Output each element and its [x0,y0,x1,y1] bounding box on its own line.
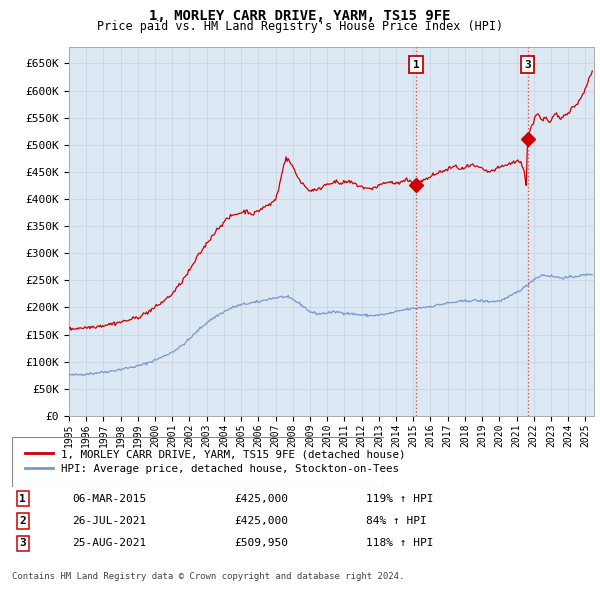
Text: £425,000: £425,000 [234,516,288,526]
Text: Price paid vs. HM Land Registry's House Price Index (HPI): Price paid vs. HM Land Registry's House … [97,20,503,33]
Text: 26-JUL-2021: 26-JUL-2021 [72,516,146,526]
Text: 06-MAR-2015: 06-MAR-2015 [72,494,146,503]
Text: Contains HM Land Registry data © Crown copyright and database right 2024.: Contains HM Land Registry data © Crown c… [12,572,404,581]
Text: 25-AUG-2021: 25-AUG-2021 [72,539,146,548]
Text: £509,950: £509,950 [234,539,288,548]
Legend: 1, MORLEY CARR DRIVE, YARM, TS15 9FE (detached house), HPI: Average price, detac: 1, MORLEY CARR DRIVE, YARM, TS15 9FE (de… [21,445,410,478]
Text: 118% ↑ HPI: 118% ↑ HPI [366,539,433,548]
Text: 84% ↑ HPI: 84% ↑ HPI [366,516,427,526]
Text: 1, MORLEY CARR DRIVE, YARM, TS15 9FE: 1, MORLEY CARR DRIVE, YARM, TS15 9FE [149,9,451,23]
Text: 2: 2 [19,516,26,526]
Text: 1: 1 [19,494,26,503]
Text: 119% ↑ HPI: 119% ↑ HPI [366,494,433,503]
Text: 3: 3 [524,60,531,70]
Text: £425,000: £425,000 [234,494,288,503]
Text: 1: 1 [413,60,419,70]
Text: 3: 3 [19,539,26,548]
